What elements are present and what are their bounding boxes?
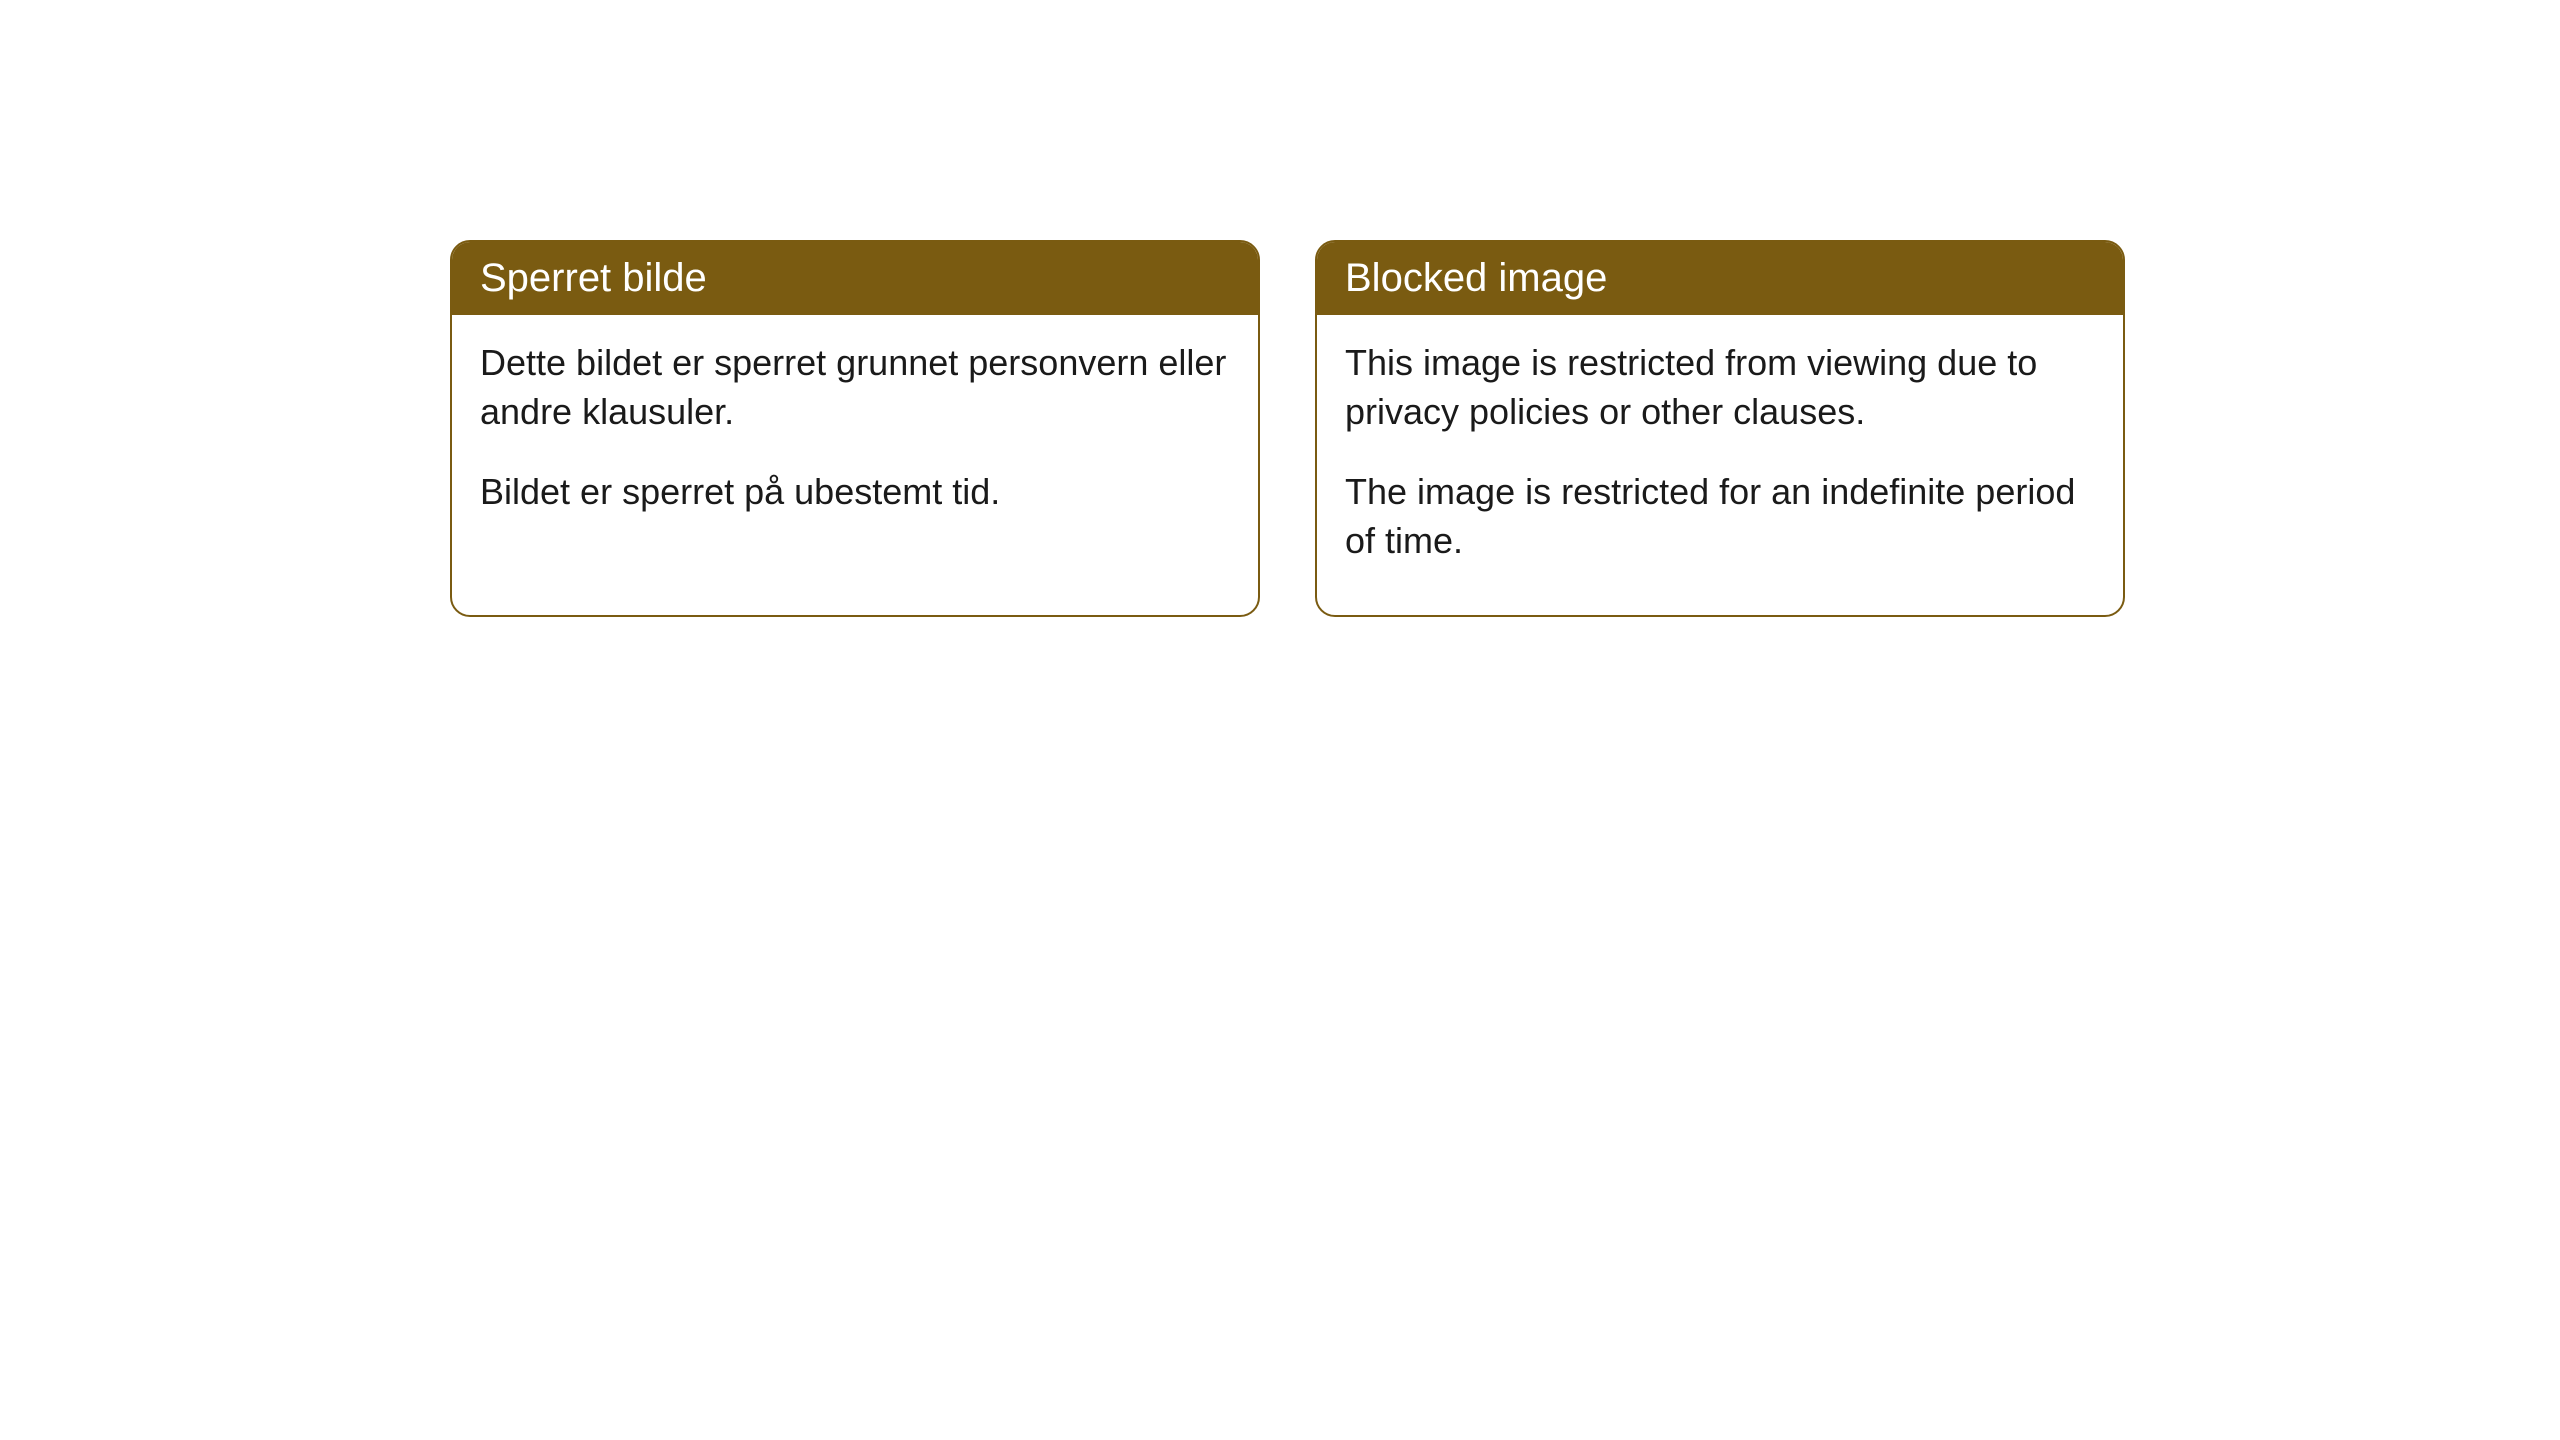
card-header: Sperret bilde bbox=[452, 242, 1258, 315]
card-body: Dette bildet er sperret grunnet personve… bbox=[452, 315, 1258, 567]
blocked-image-card-english: Blocked image This image is restricted f… bbox=[1315, 240, 2125, 617]
card-title: Blocked image bbox=[1345, 256, 1607, 300]
card-paragraph-1: Dette bildet er sperret grunnet personve… bbox=[480, 339, 1230, 436]
card-header: Blocked image bbox=[1317, 242, 2123, 315]
card-paragraph-1: This image is restricted from viewing du… bbox=[1345, 339, 2095, 436]
card-paragraph-2: Bildet er sperret på ubestemt tid. bbox=[480, 468, 1230, 517]
card-body: This image is restricted from viewing du… bbox=[1317, 315, 2123, 615]
notice-cards-container: Sperret bilde Dette bildet er sperret gr… bbox=[0, 0, 2560, 617]
card-title: Sperret bilde bbox=[480, 256, 707, 300]
card-paragraph-2: The image is restricted for an indefinit… bbox=[1345, 468, 2095, 565]
blocked-image-card-norwegian: Sperret bilde Dette bildet er sperret gr… bbox=[450, 240, 1260, 617]
